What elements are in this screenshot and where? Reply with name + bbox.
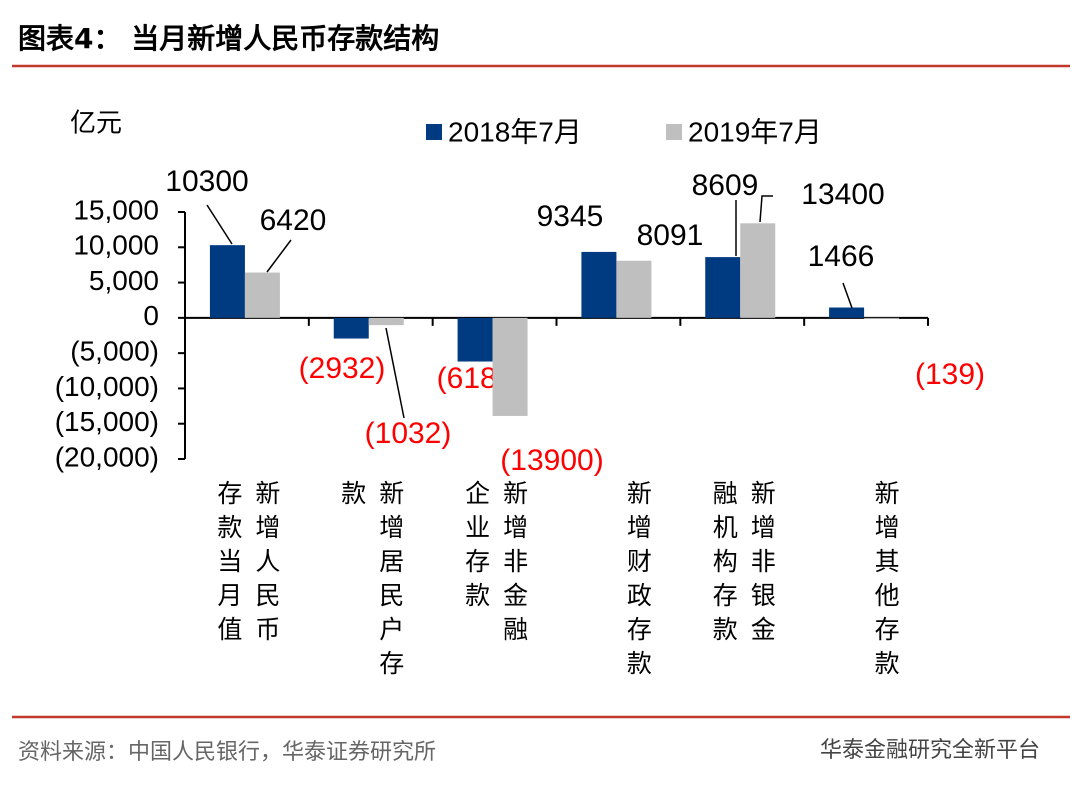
bar — [492, 317, 528, 416]
bar — [244, 272, 280, 318]
y-tick-label: (5,000) — [70, 336, 159, 367]
leader-line — [385, 327, 405, 419]
value-label: (1032) — [365, 417, 452, 450]
bar — [368, 317, 404, 326]
bar — [616, 260, 652, 318]
bar — [457, 317, 493, 362]
bar — [333, 317, 369, 339]
value-label: 1466 — [808, 240, 875, 273]
x-tick-label: 新增人民币存款当月值 — [213, 480, 281, 650]
y-unit: 亿元 — [70, 109, 122, 139]
value-label: 10300 — [165, 165, 248, 198]
value-label: 13400 — [801, 178, 884, 211]
bar — [740, 223, 776, 318]
leader-line — [842, 282, 853, 309]
x-tick-label: 新增财政存款 — [623, 480, 653, 684]
value-label: 9345 — [537, 200, 604, 233]
leader-line — [206, 204, 233, 245]
bar — [705, 257, 741, 318]
x-tick-label: 新增非银金融机构存款 — [709, 480, 777, 650]
leader-line — [759, 195, 773, 223]
x-tick-label: 新增其他存款 — [871, 480, 901, 684]
y-tick-label: 0 — [143, 300, 159, 331]
source: 资料来源：中国人民银行，华泰证券研究所 — [18, 740, 436, 765]
y-tick-label: (20,000) — [55, 441, 159, 472]
y-tick-label: (15,000) — [55, 406, 159, 437]
value-label: (13900) — [500, 444, 603, 477]
bar — [864, 317, 900, 319]
bar — [829, 307, 865, 318]
bar — [209, 245, 245, 318]
watermark: 华泰金融研究全新平台 — [820, 738, 1040, 763]
legend-label: 2018年7月 — [448, 116, 582, 147]
x-tick-label: 新增居民户存款 — [337, 480, 405, 684]
y-tick-label: 5,000 — [89, 265, 159, 296]
y-tick-label: 10,000 — [73, 230, 159, 261]
bar — [581, 251, 617, 318]
value-label: (2932) — [299, 352, 386, 385]
leader-line — [266, 239, 292, 273]
y-tick-label: (10,000) — [55, 371, 159, 402]
x-tick-label: 新增非金融企业存款 — [461, 480, 529, 650]
value-label: (139) — [915, 358, 985, 391]
legend-swatch — [426, 124, 442, 140]
y-tick-label: 15,000 — [73, 194, 159, 225]
value-label: 8091 — [637, 219, 704, 252]
legend-swatch — [666, 124, 682, 140]
value-label: 6420 — [260, 204, 327, 237]
legend-label: 2019年7月 — [688, 116, 822, 147]
value-label: 8609 — [692, 169, 759, 202]
chart-title: 图表4： 当月新增人民币存款结构 — [18, 22, 439, 55]
